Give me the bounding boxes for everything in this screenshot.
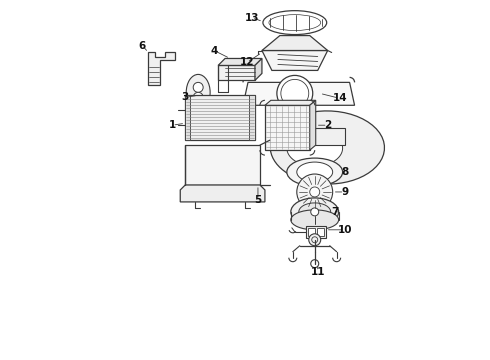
Ellipse shape [287,158,343,186]
Text: 7: 7 [331,207,338,217]
Ellipse shape [186,75,210,110]
Bar [306,226,326,238]
Polygon shape [185,145,260,185]
Polygon shape [262,36,328,50]
Polygon shape [287,130,343,166]
Circle shape [311,208,319,216]
Text: 4: 4 [210,45,218,55]
Bar [249,95,255,140]
Text: 1: 1 [169,120,176,130]
Text: 14: 14 [332,93,347,103]
Circle shape [297,174,333,210]
Polygon shape [265,105,310,150]
Polygon shape [310,100,316,150]
Polygon shape [270,111,385,184]
Polygon shape [218,58,262,66]
Circle shape [277,75,313,111]
Text: 5: 5 [254,195,262,205]
Ellipse shape [263,11,327,35]
Text: 6: 6 [139,41,146,50]
Ellipse shape [297,162,333,182]
Polygon shape [243,82,355,105]
Text: 3: 3 [182,92,189,102]
Ellipse shape [291,210,339,230]
Bar [317,228,324,236]
Polygon shape [255,58,262,80]
Polygon shape [148,53,175,85]
Text: 13: 13 [245,13,259,23]
Circle shape [310,187,319,197]
Ellipse shape [299,203,331,221]
Circle shape [309,234,321,246]
Polygon shape [218,66,255,80]
Polygon shape [180,185,265,202]
Bar [185,95,255,140]
Circle shape [193,92,203,102]
Text: 2: 2 [324,120,331,130]
Circle shape [311,260,319,268]
Bar [308,228,315,236]
Polygon shape [265,100,316,105]
Text: 10: 10 [337,225,352,235]
Polygon shape [262,50,328,71]
Polygon shape [295,128,344,145]
Text: 11: 11 [311,267,325,276]
Ellipse shape [291,198,339,226]
Text: 12: 12 [240,58,254,67]
Circle shape [193,82,203,92]
Text: 8: 8 [341,167,348,177]
Text: 9: 9 [341,187,348,197]
Bar [185,95,190,140]
